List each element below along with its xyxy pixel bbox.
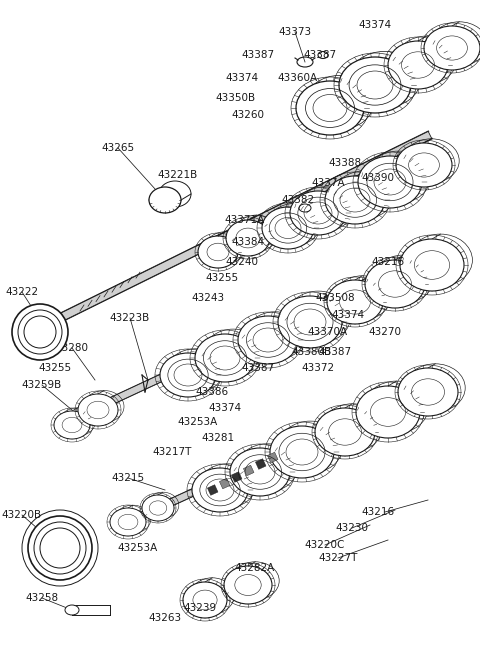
Text: 43371A: 43371A	[225, 215, 265, 225]
Bar	[219, 478, 230, 489]
Bar	[231, 472, 242, 482]
Text: 43374: 43374	[208, 403, 241, 413]
Ellipse shape	[296, 81, 364, 135]
Ellipse shape	[142, 495, 174, 521]
Bar	[255, 459, 266, 469]
Ellipse shape	[400, 239, 464, 291]
Text: 43216: 43216	[372, 257, 405, 267]
Ellipse shape	[195, 334, 255, 382]
Text: 433508: 433508	[315, 293, 355, 303]
Text: 43382: 43382	[281, 195, 314, 205]
Ellipse shape	[398, 368, 458, 416]
Ellipse shape	[325, 176, 385, 224]
Text: 43370A: 43370A	[308, 327, 348, 337]
Text: 43374: 43374	[226, 73, 259, 83]
Text: 43390: 43390	[361, 173, 395, 183]
Text: 43259B: 43259B	[22, 380, 62, 390]
Ellipse shape	[238, 316, 298, 364]
Text: 43386: 43386	[195, 387, 228, 397]
Ellipse shape	[230, 448, 290, 496]
Text: 43239: 43239	[183, 603, 216, 613]
Ellipse shape	[149, 187, 181, 213]
Ellipse shape	[110, 508, 146, 536]
Text: 43372: 43372	[301, 363, 335, 373]
Text: 43373: 43373	[278, 27, 312, 37]
Text: 43220C: 43220C	[305, 540, 345, 550]
Text: 43253A: 43253A	[118, 543, 158, 553]
Text: 43223B: 43223B	[110, 313, 150, 323]
Bar	[267, 452, 278, 463]
Text: 43263: 43263	[148, 613, 181, 623]
Text: 4337A: 4337A	[311, 178, 345, 188]
Ellipse shape	[270, 426, 334, 478]
Circle shape	[12, 304, 68, 360]
Text: 43374: 43374	[359, 20, 392, 30]
Text: 43240: 43240	[226, 257, 259, 267]
Bar	[207, 485, 218, 495]
Ellipse shape	[290, 191, 346, 235]
Ellipse shape	[192, 468, 248, 512]
Text: 43350B: 43350B	[215, 93, 255, 103]
Text: 43282A: 43282A	[235, 563, 275, 573]
Text: 43387: 43387	[241, 363, 275, 373]
Ellipse shape	[424, 26, 480, 70]
Text: 43258: 43258	[25, 593, 59, 603]
Polygon shape	[73, 245, 442, 421]
Ellipse shape	[224, 566, 272, 604]
Text: 43387: 43387	[241, 50, 275, 60]
Text: 43217T: 43217T	[152, 447, 192, 457]
Text: 43265: 43265	[101, 143, 134, 153]
Ellipse shape	[278, 296, 342, 348]
Ellipse shape	[183, 582, 227, 618]
Text: 43360A: 43360A	[278, 73, 318, 83]
Ellipse shape	[365, 260, 425, 308]
Text: 43221B: 43221B	[158, 170, 198, 180]
Polygon shape	[114, 379, 436, 531]
Text: 43280: 43280	[56, 343, 88, 353]
Ellipse shape	[54, 411, 90, 439]
Text: 43216: 43216	[361, 507, 395, 517]
Text: 43388: 43388	[328, 158, 361, 168]
Text: 43243: 43243	[192, 293, 225, 303]
Text: 43384: 43384	[231, 237, 264, 247]
Ellipse shape	[358, 156, 422, 208]
Text: 43260: 43260	[231, 110, 264, 120]
Text: 43255: 43255	[205, 273, 239, 283]
Ellipse shape	[327, 280, 383, 324]
Polygon shape	[58, 131, 432, 321]
Circle shape	[28, 516, 92, 580]
Ellipse shape	[160, 353, 216, 397]
Text: 43380B: 43380B	[292, 347, 332, 357]
Ellipse shape	[262, 207, 314, 249]
Text: 43220B: 43220B	[2, 510, 42, 520]
Text: 43374: 43374	[331, 310, 365, 320]
Text: 43387: 43387	[303, 50, 336, 60]
Ellipse shape	[339, 57, 411, 113]
Ellipse shape	[356, 386, 420, 438]
Ellipse shape	[198, 236, 238, 268]
Bar	[243, 465, 254, 476]
Text: 43222: 43222	[5, 287, 38, 297]
Ellipse shape	[315, 408, 375, 456]
Text: 43215: 43215	[111, 473, 144, 483]
Text: 43270: 43270	[369, 327, 401, 337]
Text: 43387: 43387	[318, 347, 351, 357]
Text: 43253A: 43253A	[178, 417, 218, 427]
Text: 43230: 43230	[336, 523, 369, 533]
Text: 43255: 43255	[38, 363, 72, 373]
Ellipse shape	[78, 394, 118, 426]
Ellipse shape	[65, 605, 79, 615]
Ellipse shape	[226, 220, 270, 256]
Text: 43227T: 43227T	[318, 553, 358, 563]
Text: 43281: 43281	[202, 433, 235, 443]
Ellipse shape	[396, 143, 452, 187]
Ellipse shape	[388, 41, 448, 89]
